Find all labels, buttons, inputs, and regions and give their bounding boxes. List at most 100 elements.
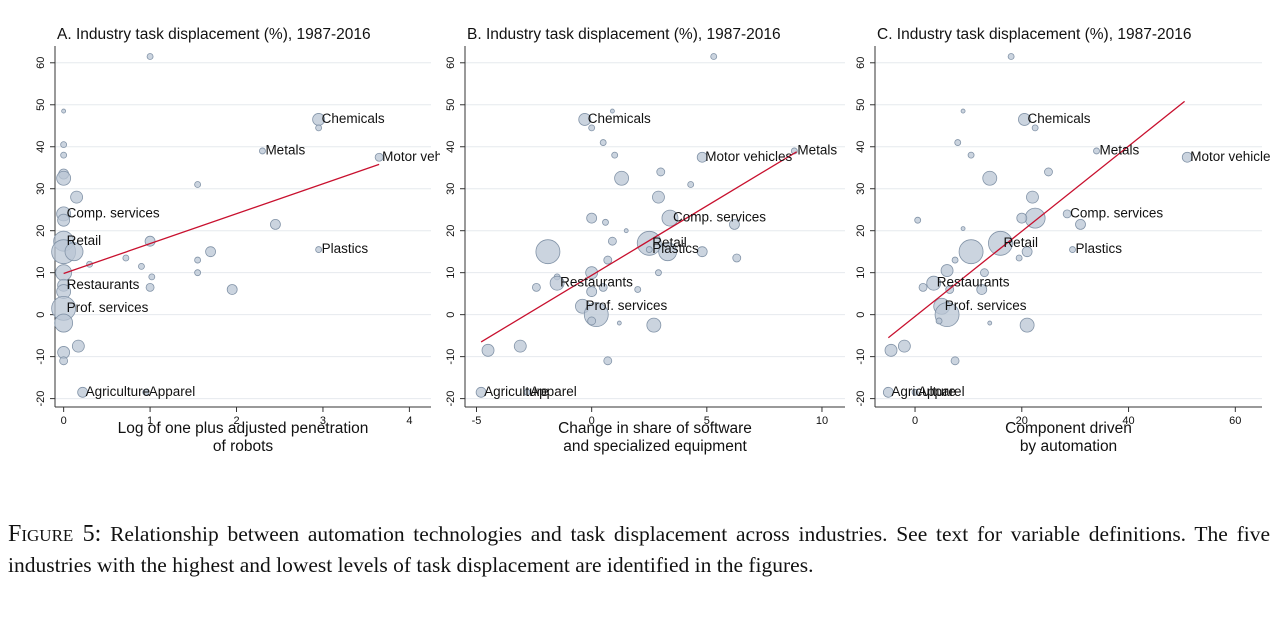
point [603, 356, 613, 366]
point [652, 190, 665, 204]
point [960, 226, 966, 231]
point [614, 170, 630, 186]
point [194, 256, 202, 264]
point-label: Chemicals [1027, 111, 1090, 126]
x-tick-label: 10 [816, 415, 828, 427]
point-label: Metals [265, 143, 305, 158]
y-tick-label: 10 [35, 267, 47, 279]
x-tick-label: 0 [589, 415, 595, 427]
point [138, 262, 145, 270]
point [194, 269, 202, 277]
point [481, 343, 495, 357]
point [656, 167, 666, 177]
fit-line [63, 163, 380, 275]
point [142, 388, 150, 396]
y-tick-label: -20 [855, 391, 867, 407]
point [954, 139, 962, 146]
point [1044, 167, 1053, 177]
x-tick-label: 3 [320, 415, 326, 427]
point [535, 239, 561, 265]
point-label: Restaurants [560, 275, 633, 290]
point [1016, 212, 1028, 224]
point [602, 218, 609, 226]
chart-title: A. Industry task displacement (%), 1987-… [57, 26, 371, 43]
y-tick-label: 60 [445, 57, 457, 69]
point-label: Comp. services [67, 205, 160, 220]
caption-label: Figure 5: [8, 521, 102, 547]
point [1021, 246, 1033, 258]
point [623, 228, 629, 234]
point [54, 313, 74, 333]
point [914, 216, 922, 224]
point [122, 254, 130, 262]
point [926, 275, 942, 291]
point-label: Plastics [1076, 241, 1123, 256]
point-label: Chemicals [588, 111, 651, 126]
point-label: Agriculture [86, 384, 151, 399]
point [585, 266, 599, 280]
point [578, 113, 592, 126]
point [148, 273, 156, 281]
point [1181, 151, 1193, 163]
point-label: Apparel [530, 384, 577, 399]
point [1031, 124, 1039, 132]
x-tick-label: 5 [704, 415, 710, 427]
point [987, 320, 993, 326]
point [475, 386, 487, 398]
point [513, 339, 527, 353]
point [599, 139, 607, 146]
point [607, 236, 617, 246]
point [1007, 53, 1015, 60]
point [988, 230, 1013, 256]
fit-line [480, 151, 797, 343]
y-tick-label: 0 [35, 312, 47, 318]
point [56, 170, 72, 186]
chart-title: C. Industry task displacement (%), 1987-… [877, 26, 1191, 43]
point [634, 286, 642, 293]
point [732, 253, 742, 263]
y-tick-label: 0 [445, 312, 457, 318]
x-axis-label: of robots [213, 438, 274, 455]
point-label: Retail [1003, 235, 1038, 250]
point [60, 141, 68, 149]
point [70, 190, 84, 204]
point [586, 286, 598, 297]
y-tick-label: 40 [35, 141, 47, 153]
x-tick-label: 60 [1229, 415, 1241, 427]
point-label: Apparel [918, 384, 965, 399]
point [616, 320, 622, 326]
point [940, 264, 954, 277]
point [976, 284, 988, 295]
point [958, 239, 984, 265]
y-tick-label: 10 [855, 267, 867, 279]
point-label: Agriculture [891, 384, 956, 399]
point-label: Restaurants [67, 277, 140, 292]
y-tick-label: 60 [855, 57, 867, 69]
x-axis-label: Change in share of software [558, 420, 752, 437]
y-tick-label: 20 [855, 225, 867, 237]
x-axis-label: Log of one plus adjusted penetration [118, 420, 369, 437]
point [1015, 254, 1023, 262]
point [1069, 246, 1076, 253]
y-tick-label: 30 [35, 183, 47, 195]
point [374, 152, 384, 162]
point [194, 181, 202, 188]
point [59, 356, 69, 366]
figure: A. Industry task displacement (%), 1987-… [35, 26, 1277, 455]
point [598, 282, 608, 292]
point-label: Motor vehicles [1190, 149, 1277, 164]
y-tick-label: 20 [35, 225, 47, 237]
point [57, 213, 71, 227]
point [145, 282, 155, 292]
point [549, 275, 565, 291]
point [729, 219, 740, 230]
point [645, 246, 653, 253]
point [1024, 207, 1046, 229]
y-tick-label: 40 [445, 141, 457, 153]
point [950, 356, 960, 366]
y-tick-label: 20 [445, 225, 457, 237]
y-tick-label: 30 [855, 183, 867, 195]
point-label: Comp. services [1070, 205, 1163, 220]
point [951, 256, 959, 264]
point [586, 212, 598, 224]
